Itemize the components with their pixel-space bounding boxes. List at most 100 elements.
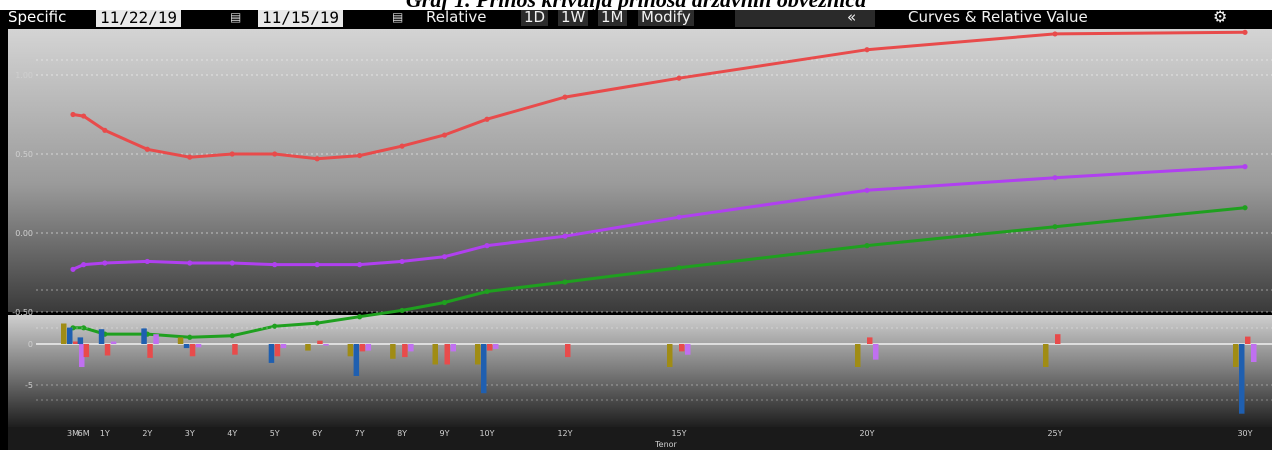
data-point — [357, 314, 363, 320]
upper-plot-background — [8, 29, 1272, 312]
data-point — [70, 266, 76, 272]
data-point — [102, 260, 108, 266]
bar — [487, 344, 493, 351]
bar — [359, 344, 366, 352]
bar — [98, 329, 105, 344]
data-point — [864, 187, 870, 193]
calendar-icon[interactable]: ▤ — [230, 10, 242, 24]
bar — [67, 327, 73, 344]
data-point — [70, 111, 76, 118]
1w-button[interactable]: 1W — [558, 8, 589, 26]
bar — [565, 344, 571, 358]
mode-selector[interactable]: Specific — [8, 8, 67, 26]
data-point — [272, 262, 278, 268]
data-point — [484, 243, 490, 249]
x-tick-label: 30Y — [1237, 429, 1252, 438]
x-tick-label: 9Y — [440, 429, 450, 438]
data-point — [1052, 224, 1058, 230]
1m-button[interactable]: 1M — [598, 8, 627, 26]
bar — [667, 344, 673, 367]
y-tick-label: 0.50 — [15, 150, 33, 159]
end-date-field[interactable]: 11/15/19 — [258, 8, 344, 27]
bar — [77, 337, 84, 344]
bar — [317, 340, 323, 344]
x-axis-label: Tenor — [654, 440, 677, 449]
bar — [1043, 344, 1049, 367]
data-point — [1052, 31, 1058, 37]
data-point — [81, 113, 87, 119]
x-tick-label: 4Y — [227, 429, 237, 438]
bar — [189, 344, 196, 357]
collapse-button[interactable]: « — [847, 8, 857, 26]
x-tick-label: 8Y — [397, 429, 407, 438]
data-point — [187, 334, 193, 340]
gear-icon[interactable]: ⚙ — [1213, 7, 1228, 26]
data-point — [272, 151, 278, 157]
data-point — [314, 262, 320, 268]
bar — [1245, 336, 1251, 344]
data-point — [229, 333, 235, 339]
bar — [390, 344, 396, 359]
bar — [79, 344, 85, 367]
bar — [61, 323, 67, 344]
data-point — [357, 152, 363, 159]
data-point — [81, 262, 87, 268]
y-tick-label: 0.00 — [15, 229, 33, 238]
1d-button[interactable]: 1D — [521, 8, 549, 26]
bar — [855, 344, 861, 367]
bar — [280, 344, 287, 349]
y-tick-label: 0 — [28, 340, 33, 349]
modify-button[interactable]: Modify — [638, 8, 694, 26]
bar — [1055, 334, 1061, 344]
calendar-icon[interactable]: ▤ — [392, 10, 404, 24]
bar — [432, 344, 438, 365]
bar — [450, 344, 456, 352]
start-date-field[interactable]: 11/22/19 — [96, 8, 182, 27]
data-point — [864, 47, 870, 53]
x-axis-band — [8, 427, 1272, 450]
data-point — [229, 151, 235, 157]
data-point — [102, 127, 108, 133]
data-point — [314, 156, 320, 162]
relative-button[interactable]: Relative — [426, 8, 487, 26]
panel-title: Curves & Relative Value — [908, 8, 1088, 26]
data-point — [229, 260, 235, 266]
bar — [685, 344, 691, 355]
x-tick-label: 15Y — [671, 429, 686, 438]
y-tick-label: -5 — [25, 381, 33, 390]
bar — [232, 344, 238, 355]
data-point — [441, 132, 448, 138]
data-point — [484, 116, 490, 122]
x-tick-label: 12Y — [557, 429, 572, 438]
bar — [274, 344, 281, 357]
x-tick-label: 6M — [78, 429, 90, 438]
x-tick-label: 6Y — [312, 429, 322, 438]
data-point — [144, 258, 150, 265]
bar — [153, 334, 159, 344]
bar — [493, 344, 499, 349]
data-point — [676, 214, 682, 220]
bar — [195, 344, 202, 348]
x-tick-label: 25Y — [1047, 429, 1062, 438]
x-tick-label: 2Y — [142, 429, 152, 438]
lower-plot-background — [8, 315, 1272, 427]
bar — [73, 341, 79, 344]
bar — [481, 344, 487, 394]
bar — [183, 344, 190, 349]
bar — [141, 328, 147, 344]
bar — [177, 337, 184, 344]
x-tick-label: 5Y — [270, 429, 280, 438]
data-point — [676, 75, 682, 81]
data-point — [144, 146, 150, 152]
x-tick-label: 20Y — [859, 429, 874, 438]
bar — [1233, 344, 1239, 367]
y-tick-label: -0.50 — [12, 308, 33, 317]
data-point — [187, 154, 193, 160]
data-point — [1242, 205, 1248, 211]
bar — [873, 344, 879, 360]
data-point — [1052, 175, 1058, 181]
bar — [679, 344, 685, 352]
data-point — [81, 325, 87, 331]
data-point — [562, 94, 568, 100]
